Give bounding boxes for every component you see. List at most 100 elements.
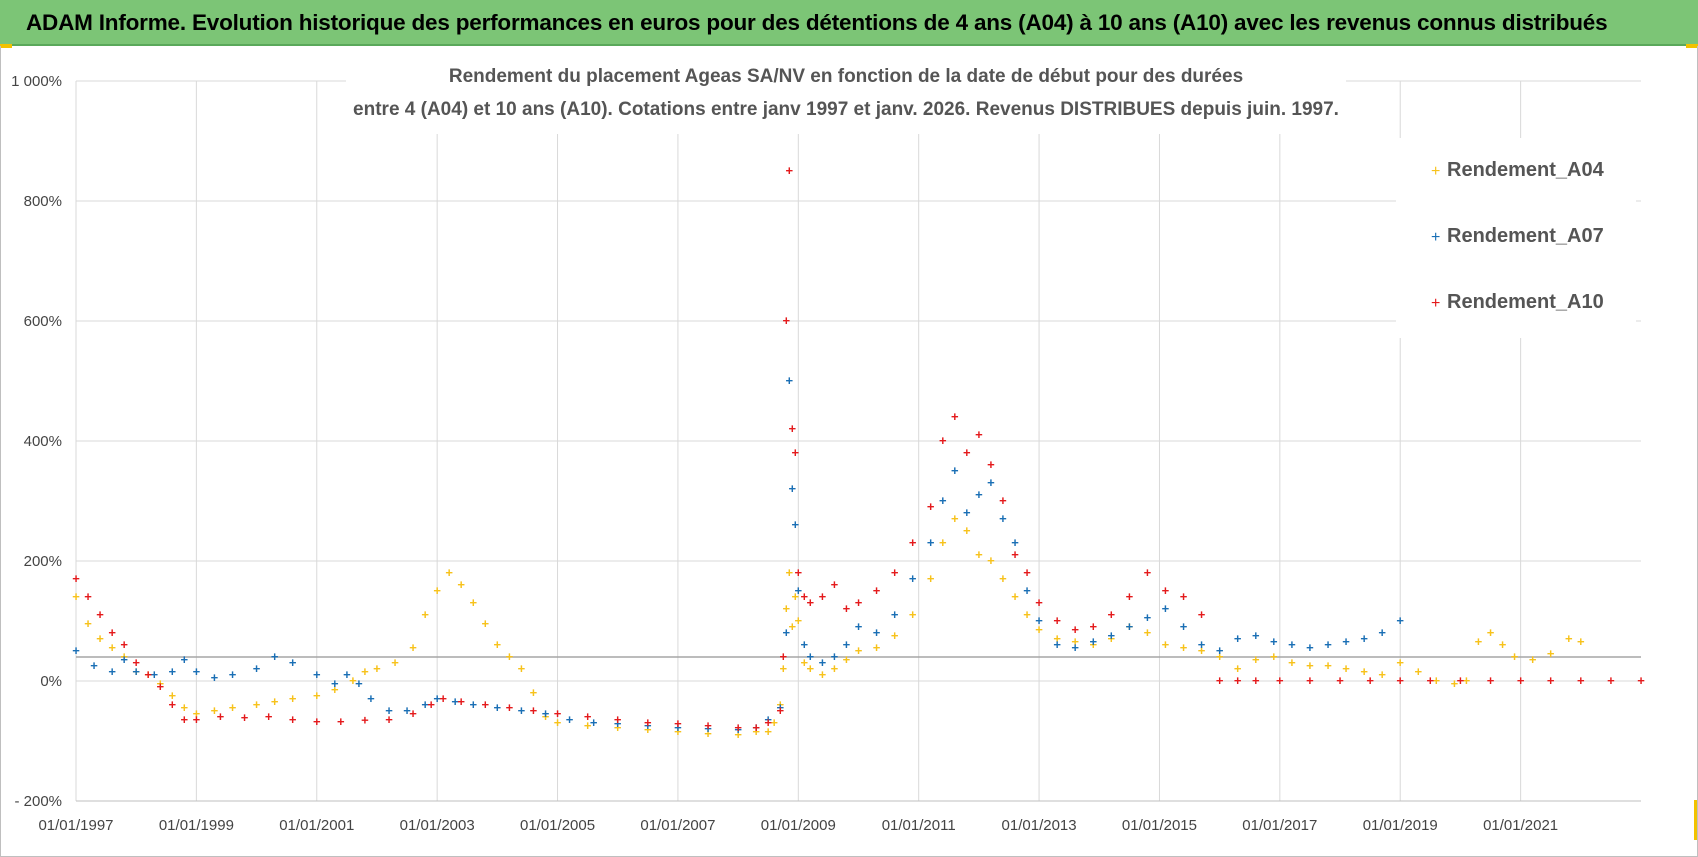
data-point: + (764, 724, 772, 739)
data-point: + (873, 640, 881, 655)
data-point: + (169, 664, 177, 679)
data-point: + (1276, 673, 1284, 688)
data-point: + (482, 616, 490, 631)
data-point: + (120, 649, 128, 664)
x-tick-label: 01/01/2021 (1483, 817, 1558, 834)
data-point: + (795, 613, 803, 628)
header-banner: ADAM Informe. Evolution historique des p… (0, 0, 1698, 46)
data-point: + (391, 655, 399, 670)
data-point: + (776, 703, 784, 718)
data-point: + (951, 409, 959, 424)
data-point: + (1396, 673, 1404, 688)
data-point: + (108, 625, 116, 640)
data-point: + (1457, 673, 1465, 688)
data-point: + (1198, 637, 1206, 652)
data-point: + (96, 631, 104, 646)
data-point: + (265, 709, 273, 724)
chart-title-background (346, 66, 1346, 134)
corner-mark-top-right (1686, 44, 1698, 48)
data-point: + (584, 718, 592, 733)
data-point: + (614, 712, 622, 727)
y-tick-label: 800% (24, 193, 62, 210)
y-tick-label: - 200% (14, 793, 62, 810)
data-point: + (801, 637, 809, 652)
data-point: + (144, 667, 152, 682)
data-point: + (1342, 661, 1350, 676)
data-point: + (1487, 673, 1495, 688)
data-point: + (927, 535, 935, 550)
data-point: + (313, 667, 321, 682)
data-point: + (331, 676, 339, 691)
data-point: + (1234, 673, 1242, 688)
data-point: + (120, 637, 128, 652)
data-point: + (987, 553, 995, 568)
data-point: + (644, 718, 652, 733)
data-point: + (1216, 649, 1224, 664)
data-point: + (792, 589, 800, 604)
data-point: + (132, 664, 140, 679)
data-point: + (1270, 634, 1278, 649)
data-point: + (217, 709, 225, 724)
y-tick-label: 400% (24, 433, 62, 450)
data-point: + (963, 505, 971, 520)
data-point: + (779, 649, 787, 664)
legend-label-a04: Rendement_A04 (1447, 159, 1605, 181)
data-point: + (1216, 643, 1224, 658)
data-point: + (427, 697, 435, 712)
data-point: + (1023, 583, 1031, 598)
data-point: + (289, 712, 297, 727)
data-point: + (891, 565, 899, 580)
x-tick-label: 01/01/2009 (761, 817, 836, 834)
data-point: + (1162, 601, 1170, 616)
data-point: + (169, 697, 177, 712)
data-point: + (752, 720, 760, 735)
data-point: + (1053, 637, 1061, 652)
data-point: + (84, 616, 92, 631)
data-point: + (108, 664, 116, 679)
data-point: + (1162, 583, 1170, 598)
data-point: + (229, 667, 237, 682)
y-tick-label: 0% (40, 673, 62, 690)
data-point: + (1288, 637, 1296, 652)
data-point: + (1252, 628, 1260, 643)
data-point: + (1324, 637, 1332, 652)
data-point: + (963, 445, 971, 460)
data-point: + (734, 720, 742, 735)
x-tick-label: 01/01/2005 (520, 817, 595, 834)
data-point: + (361, 664, 369, 679)
data-point: + (1180, 589, 1188, 604)
series-Rendement_A04: + + + + + + + + + + + + + + + + + + + + + + + + + + + + + + + + + + + + + + + +… (72, 511, 1585, 742)
data-point: + (1342, 634, 1350, 649)
data-point: + (253, 697, 261, 712)
data-point: + (792, 517, 800, 532)
chart-title-line-1: Rendement du placement Ageas SA/NV en fo… (449, 66, 1243, 87)
data-point: + (84, 589, 92, 604)
data-point: + (1108, 631, 1116, 646)
data-point: + (1336, 673, 1344, 688)
data-point: + (999, 493, 1007, 508)
data-point: + (337, 714, 345, 729)
data-point: + (614, 716, 622, 731)
data-point: + (1011, 547, 1019, 562)
data-point: + (1089, 634, 1097, 649)
data-point: + (518, 703, 526, 718)
legend-background (1396, 138, 1636, 338)
data-point: + (554, 706, 562, 721)
data-point: + (939, 433, 947, 448)
data-point: + (1011, 535, 1019, 550)
data-point: + (1547, 673, 1555, 688)
legend: + Rendement_A04 + Rendement_A07 + Rendem… (1396, 138, 1636, 338)
data-point: + (801, 589, 809, 604)
data-point: + (1451, 676, 1459, 691)
data-point: + (1565, 631, 1573, 646)
legend-marker-a04: + (1431, 163, 1440, 180)
data-point: + (770, 715, 778, 730)
data-point: + (1144, 565, 1152, 580)
data-point: + (1198, 607, 1206, 622)
data-point: + (1144, 625, 1152, 640)
data-point: + (373, 661, 381, 676)
x-tick-label: 01/01/2007 (640, 817, 715, 834)
data-point: + (433, 583, 441, 598)
data-point: + (271, 694, 279, 709)
data-point: + (1288, 655, 1296, 670)
